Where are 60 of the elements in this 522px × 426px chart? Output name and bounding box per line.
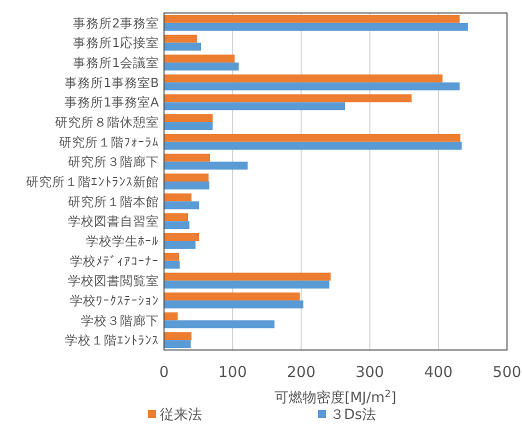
y-tick-label: 学校３階廊下 (81, 312, 159, 328)
bar (164, 213, 188, 222)
x-tick-label: 200 (286, 363, 316, 381)
y-tick-label: 研究所１階ｴﾝﾄﾗﾝｽ新館 (26, 174, 159, 189)
y-tick-label: 研究所１階ﾌｫｰﾗﾑ (59, 134, 159, 150)
bar (164, 82, 460, 90)
bar (164, 332, 192, 340)
bar (164, 201, 199, 210)
bar (164, 233, 199, 241)
x-tick-label: 300 (355, 363, 384, 381)
bar (164, 134, 460, 142)
bar (164, 221, 190, 230)
bar (164, 42, 202, 51)
y-tick-label: 事務所2事務室 (73, 15, 159, 30)
x-tick-label: 400 (424, 363, 453, 381)
bar (164, 22, 468, 31)
bar (164, 182, 210, 190)
x-axis-title: 可燃物密度[MJ/m$^{2}$] (274, 388, 396, 406)
bar (164, 174, 209, 182)
bar (164, 62, 239, 70)
y-tick-label: 学校学生ﾎｰﾙ (86, 233, 159, 248)
y-tick-label: 学校ﾒﾃﾞｨｱｺｰﾅｰ (70, 253, 159, 268)
y-tick-label: 研究所３階廊下 (68, 154, 159, 170)
bar (164, 14, 460, 23)
bar (164, 320, 274, 328)
bar (164, 94, 412, 102)
legend-label: 従来法 (160, 407, 202, 423)
y-tick-label: 学校図書自習室 (68, 214, 159, 229)
bar (164, 142, 462, 150)
bar (164, 312, 178, 320)
bar (164, 300, 304, 308)
y-tick-label: 学校１階ｴﾝﾄﾗﾝｽ (65, 332, 159, 348)
bar (164, 240, 196, 249)
bar (164, 162, 248, 170)
bar (164, 54, 235, 63)
bar (164, 280, 330, 289)
bar (164, 122, 213, 130)
y-tick-label: 学校ﾜｰｸｽﾃｰｼｮﾝ (70, 292, 159, 308)
y-tick-label: 事務所1事務室A (64, 94, 160, 110)
bar (164, 34, 197, 43)
legend-label: ３Ds法 (330, 407, 376, 423)
bar (164, 272, 331, 281)
x-tick-label: 100 (218, 363, 247, 381)
x-tick-label: 0 (159, 363, 169, 381)
y-tick-label: 事務所1応接室 (73, 35, 159, 50)
y-tick-label: 事務所1事務室B (64, 74, 159, 90)
bar (164, 292, 300, 300)
bar (164, 260, 180, 269)
bar (164, 74, 443, 82)
bar (164, 154, 210, 162)
y-tick-label: 事務所1会議室 (73, 55, 159, 70)
bar (164, 114, 213, 122)
x-tick-label: 500 (492, 363, 522, 381)
y-tick-label: 研究所８階休憩室 (55, 114, 159, 130)
y-tick-label: 研究所１階本館 (68, 194, 159, 209)
bar (164, 340, 191, 348)
bar (164, 193, 192, 202)
bar (164, 252, 180, 261)
y-tick-label: 学校図書閲覧室 (68, 273, 159, 288)
bar (164, 102, 346, 110)
